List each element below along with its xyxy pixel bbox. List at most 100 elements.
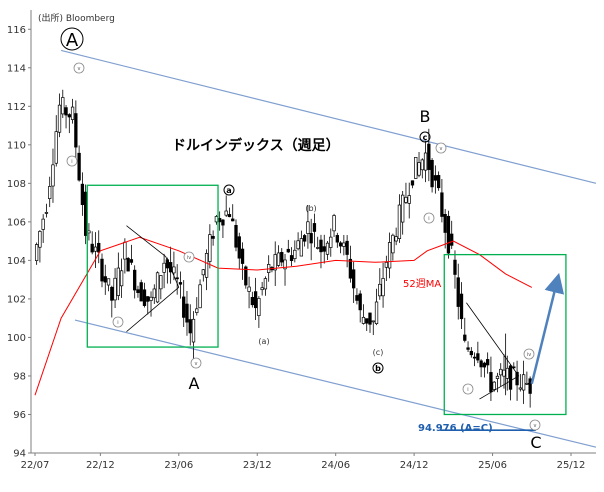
candle-body [306, 221, 310, 234]
candle-body [456, 277, 460, 307]
candle-body [77, 152, 81, 181]
candle-body [404, 196, 408, 203]
candle-body [387, 242, 392, 269]
candle-body [133, 269, 137, 291]
candle-body [440, 192, 444, 217]
candle-body [427, 143, 431, 170]
candle-body [159, 275, 163, 290]
candle-body [87, 230, 91, 234]
candle-body [129, 259, 134, 263]
candle-body [260, 287, 264, 291]
candle-body [61, 97, 65, 115]
candle-body [106, 278, 111, 286]
candle-body [100, 258, 104, 282]
upper-channel-line [61, 49, 597, 184]
candle-body [253, 291, 258, 309]
candle-body [453, 259, 457, 275]
candle-body [479, 360, 483, 368]
candle-body [191, 318, 196, 343]
subwave-label: v [78, 66, 81, 72]
subwave-label: v [534, 423, 537, 429]
candle-body [348, 258, 353, 279]
subwave-marker: iv [523, 348, 535, 360]
candle-body [371, 320, 375, 323]
subwave-marker: v [73, 62, 85, 74]
candle-body [492, 381, 496, 390]
candle-body [48, 186, 52, 199]
candle-body [172, 266, 176, 274]
candle-body [44, 212, 49, 214]
candle-body [38, 231, 42, 248]
candle-body [302, 235, 307, 242]
y-tick-label: 116 [7, 25, 26, 36]
subwave-marker: i [112, 316, 124, 328]
candle-body [201, 269, 205, 276]
subwave-label: i [428, 216, 429, 222]
candle-body [433, 175, 438, 181]
candle-body [139, 282, 143, 302]
candle-body [374, 301, 379, 325]
subwave-label: iv [527, 352, 531, 358]
wave-a-circled-label: A [66, 30, 79, 51]
channel-layer [61, 49, 597, 448]
subwave-marker: v [435, 142, 447, 154]
candle-body [417, 162, 421, 176]
candle-body [476, 353, 480, 361]
candle-body [93, 246, 98, 252]
candle-body [355, 295, 359, 301]
candle-body [74, 113, 78, 148]
candle-body [459, 293, 464, 320]
candle-body [185, 303, 189, 323]
x-tick-label: 23/06 [164, 460, 193, 471]
candle-body [51, 164, 55, 187]
candle-body [518, 387, 522, 390]
candle-body [97, 242, 101, 253]
chart-title: ドルインデックス（週足） [172, 137, 340, 154]
wave-a-label: A [189, 374, 200, 393]
candle-body [149, 296, 153, 301]
candle-body [221, 219, 225, 226]
wave-c-small-circle [419, 131, 431, 143]
candle-body [276, 252, 281, 266]
subwave-marker: v [190, 357, 202, 369]
subwave-label: i [117, 320, 118, 326]
y-tick-label: 108 [7, 179, 26, 190]
subwave-label: v [195, 361, 198, 367]
candle-body [119, 270, 124, 287]
candle-body [175, 277, 179, 280]
candle-body [384, 262, 388, 268]
lower-channel-line [74, 319, 597, 448]
wave-b-paren-label: (b) [305, 204, 316, 213]
candle-body [152, 288, 156, 299]
wave-c-label: C [530, 433, 541, 452]
y-tick-label: 112 [7, 102, 26, 113]
candle-body [64, 107, 68, 116]
candle-body [410, 180, 415, 186]
candle-body [110, 286, 114, 301]
candle-body [280, 252, 284, 263]
candle-body [57, 104, 62, 133]
candle-body [495, 375, 500, 379]
candle-body [218, 218, 222, 223]
candle-body [283, 259, 287, 270]
candle-body [67, 114, 71, 118]
y-tick-label: 104 [7, 256, 26, 267]
box-layer [86, 184, 567, 416]
candle-body [146, 296, 150, 302]
candle-body [335, 235, 339, 243]
candle-body [450, 233, 454, 246]
wave-a-box [86, 184, 219, 348]
candle-body [54, 131, 58, 164]
candle-body [289, 255, 294, 261]
candle-body [126, 258, 130, 272]
candle-body [263, 278, 268, 290]
wave-a-small-label: a [226, 186, 231, 195]
candle-body [113, 277, 117, 301]
ticks-layer: 94 96 98 100 102 104 106 108 110 112 114 116 22/07 22… [7, 25, 586, 471]
wave-a-small-circle [223, 184, 235, 196]
candle-body [204, 253, 209, 278]
subwave-marker: i [462, 383, 474, 395]
candle-body [234, 225, 238, 248]
candle-body [273, 254, 277, 271]
candle-body [240, 248, 245, 264]
